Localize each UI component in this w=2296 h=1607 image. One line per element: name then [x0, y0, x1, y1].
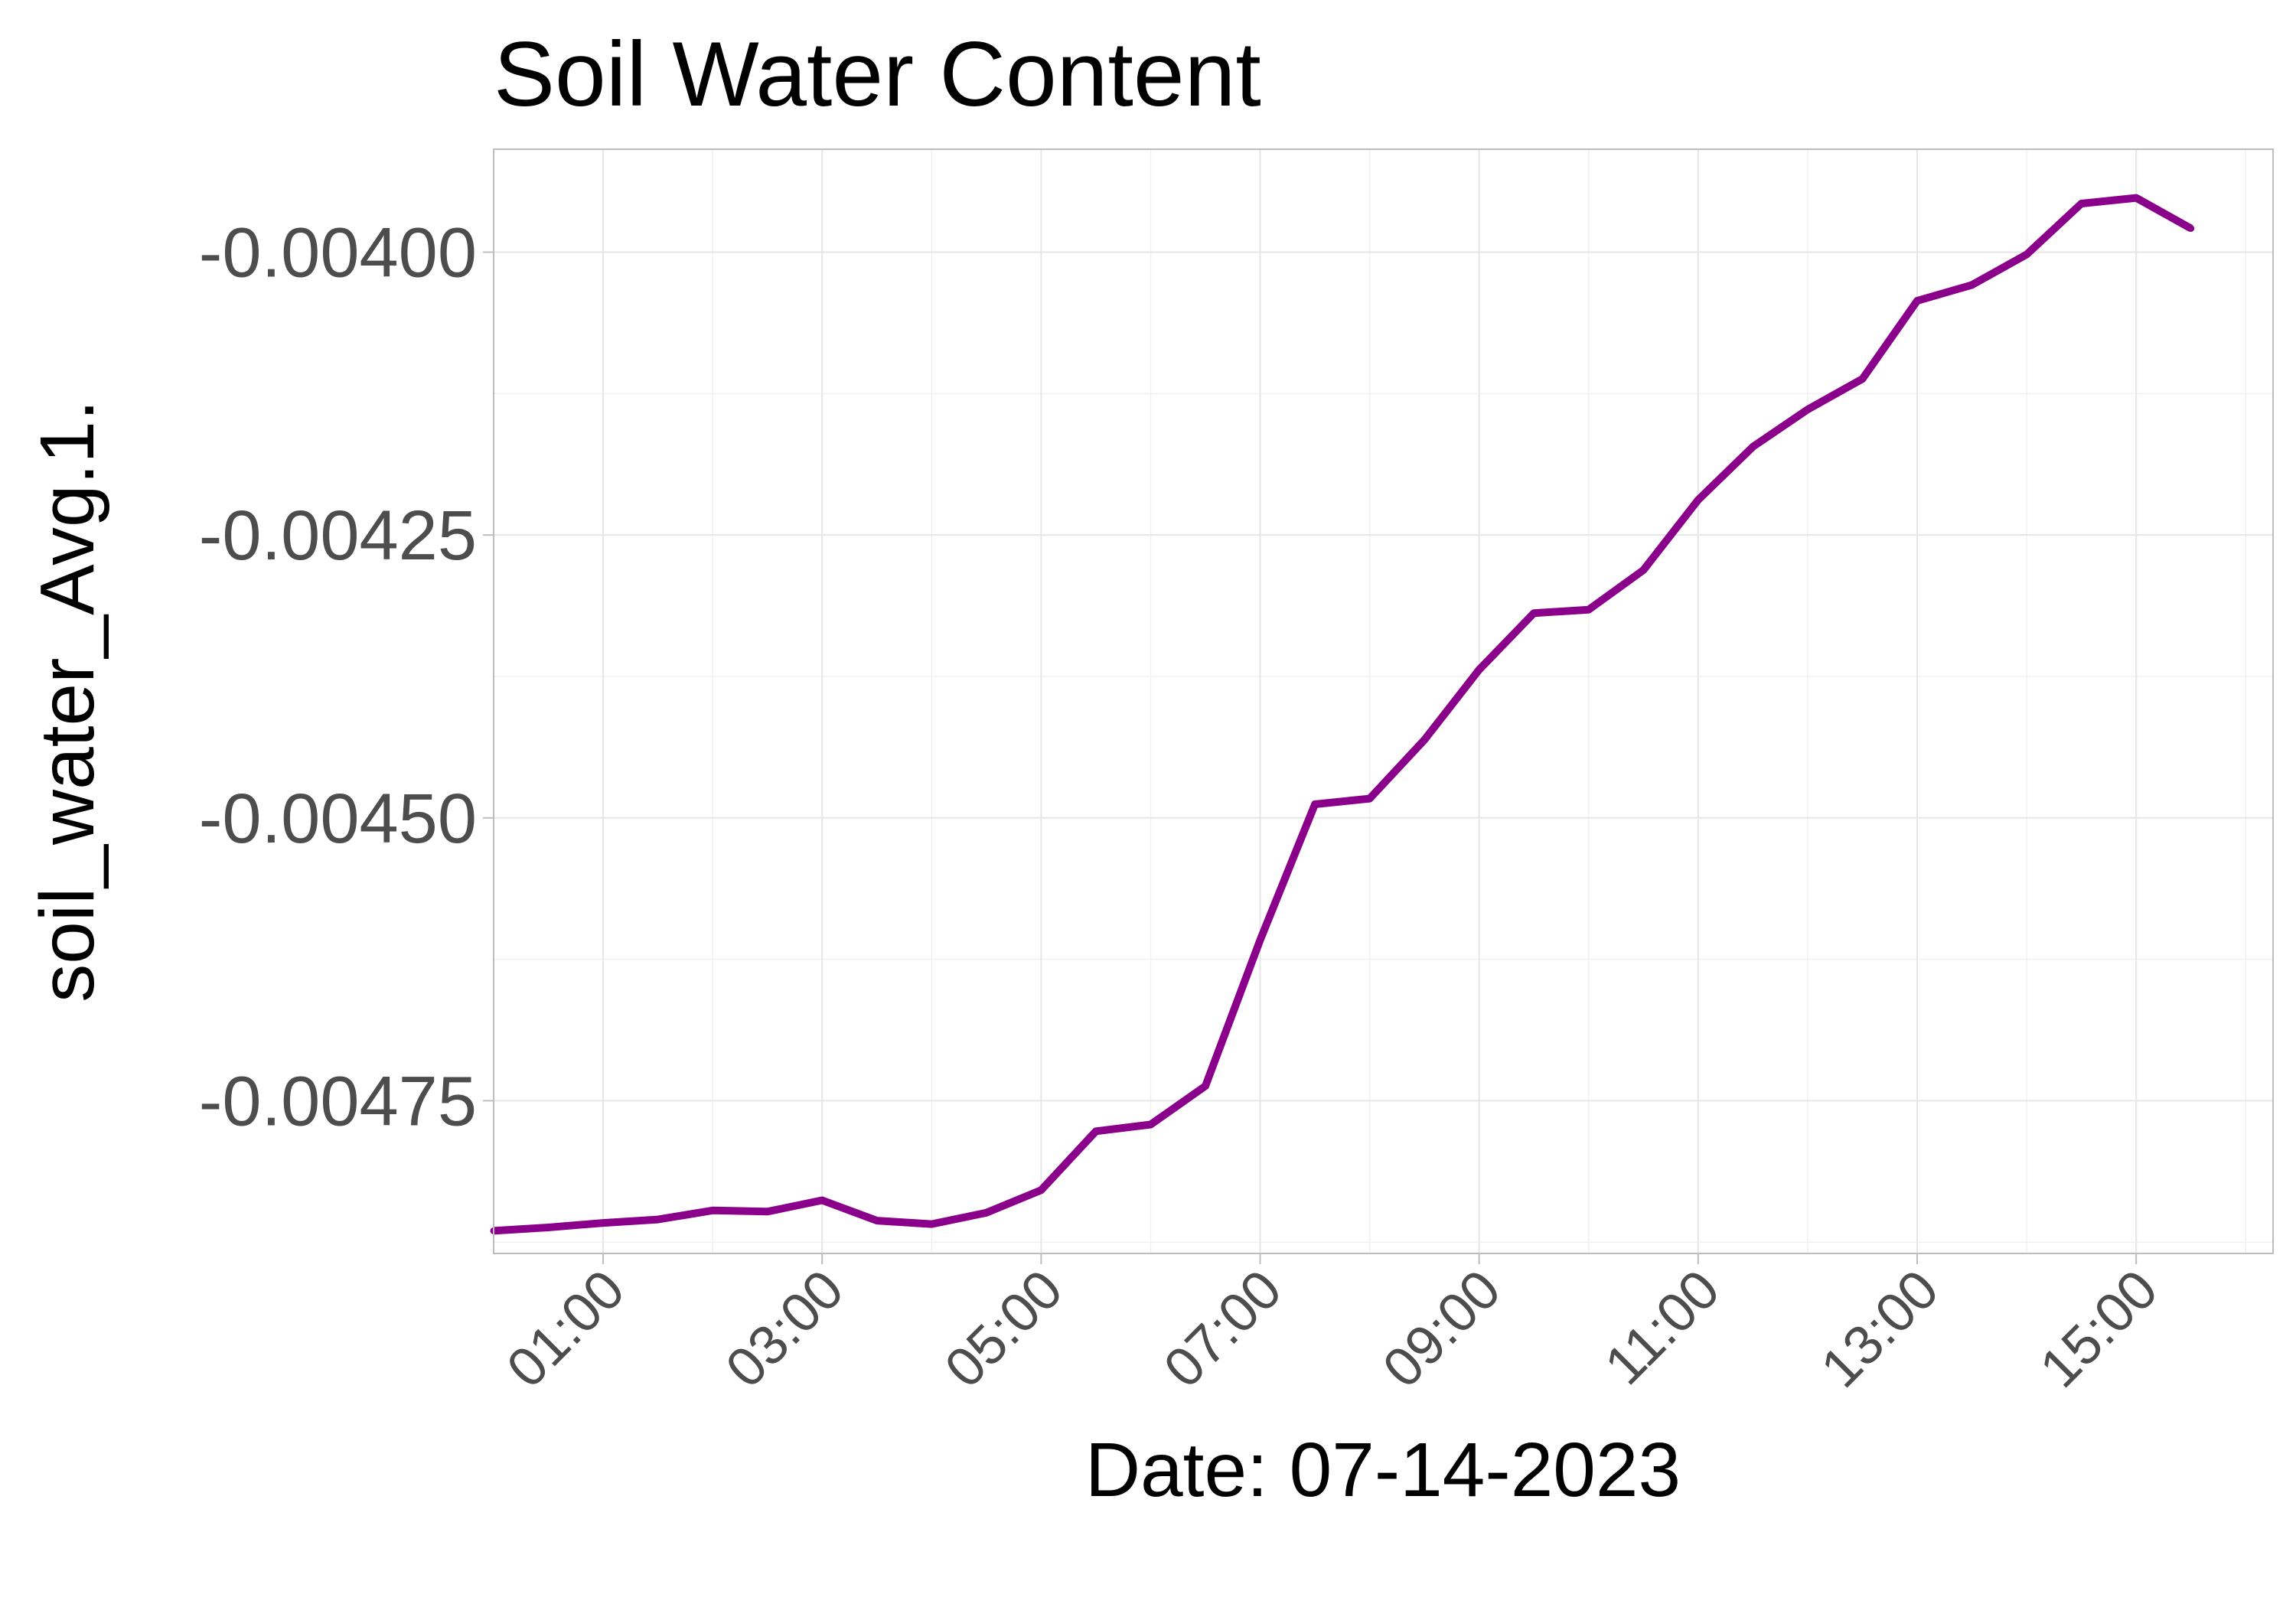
data-point: [1092, 1127, 1100, 1135]
data-point: [1968, 281, 1975, 288]
y-tick-label: -0.00450: [199, 780, 477, 858]
data-point: [818, 1197, 826, 1204]
series-layer: [490, 194, 2195, 1235]
data-point: [1147, 1121, 1154, 1128]
data-point: [1859, 375, 1866, 383]
data-point: [1037, 1186, 1045, 1194]
x-tick-label: 15:00: [2028, 1259, 2169, 1400]
y-tick-label: -0.00400: [199, 214, 477, 292]
x-tick-label: 11:00: [1593, 1259, 1731, 1397]
data-point: [983, 1209, 990, 1217]
x-axis-title: Date: 07-14-2023: [1085, 1427, 1681, 1513]
data-point: [2023, 251, 2030, 258]
x-axis: 01:00 03:00 05:00 07:00 09:00 11:00 13:00 15:00: [495, 1253, 2169, 1400]
data-point: [1530, 609, 1538, 617]
data-point: [1749, 443, 1756, 451]
y-axis-title: soil_water_Avg.1.: [24, 399, 110, 1002]
x-tick-label: 13:00: [1809, 1259, 1950, 1400]
data-point: [599, 1219, 607, 1227]
major-gridlines: [494, 149, 2273, 1253]
plot-panel-border: [493, 148, 2274, 1254]
y-axis: -0.00400 -0.00425 -0.00450 -0.00475: [199, 214, 494, 1140]
data-point: [545, 1224, 552, 1231]
data-point: [1311, 800, 1319, 808]
data-point: [1202, 1082, 1209, 1090]
y-tick-label: -0.00475: [199, 1062, 477, 1140]
x-tick-label: 07:00: [1153, 1259, 1293, 1400]
data-point: [1585, 606, 1593, 614]
data-point: [1804, 406, 1812, 413]
data-point: [1257, 937, 1264, 944]
x-tick-label: 01:00: [495, 1259, 636, 1400]
data-point: [764, 1208, 771, 1215]
data-point: [2132, 194, 2140, 202]
minor-gridlines: [494, 149, 2273, 1253]
data-point: [2187, 225, 2195, 232]
data-point: [709, 1207, 716, 1214]
data-point: [873, 1217, 881, 1224]
y-tick-label: -0.00425: [199, 497, 477, 575]
chart-title: Soil Water Content: [494, 23, 1261, 125]
series-line: [493, 194, 2193, 1235]
data-point: [1476, 666, 1483, 673]
data-point: [2078, 200, 2086, 207]
data-point: [1913, 297, 1921, 305]
data-point: [1639, 566, 1647, 574]
data-point: [654, 1216, 662, 1224]
data-point: [1420, 736, 1428, 744]
x-tick-label: 09:00: [1371, 1259, 1512, 1400]
x-tick-label: 03:00: [715, 1259, 856, 1400]
data-point: [1694, 496, 1702, 504]
data-point: [928, 1221, 935, 1228]
data-point: [1366, 795, 1374, 803]
x-tick-label: 05:00: [934, 1259, 1075, 1400]
